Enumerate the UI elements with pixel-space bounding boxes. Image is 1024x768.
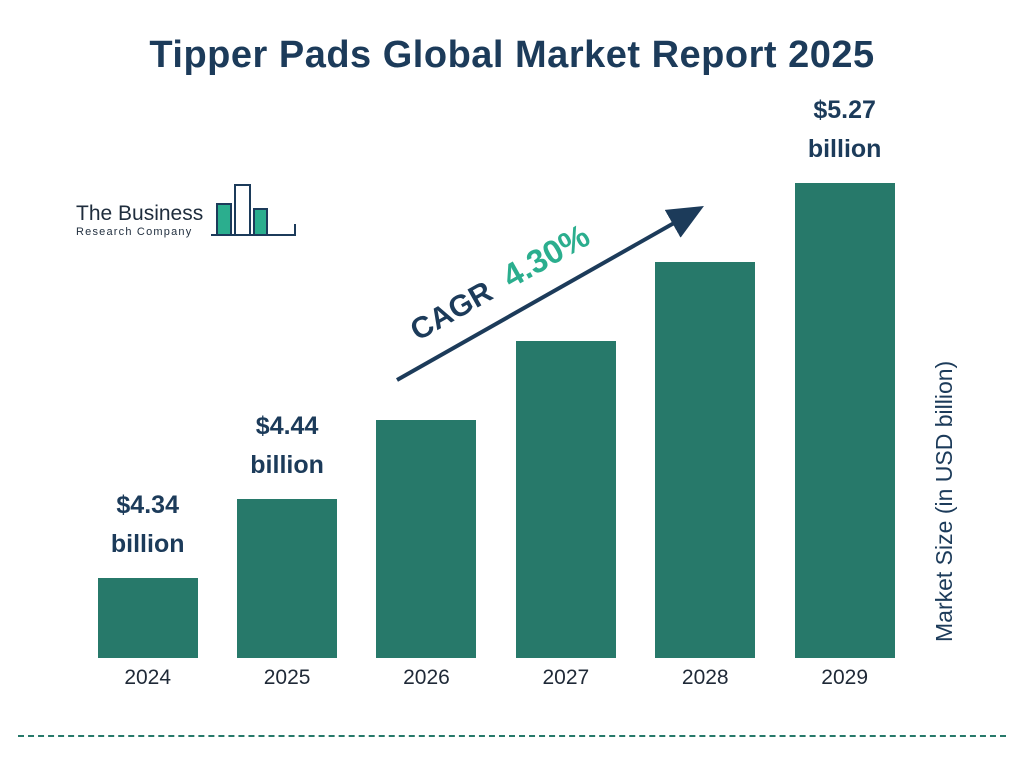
- logo-text-line2: Research Company: [76, 226, 193, 238]
- x-axis-tick-2026: 2026: [403, 666, 450, 689]
- cagr-label: CAGR: [405, 275, 498, 347]
- bar-2029: [794, 183, 895, 658]
- company-logo: The Business Research Company: [76, 180, 301, 246]
- bar-column-2026: [357, 420, 496, 658]
- bar-column-2025: $4.44 billion: [217, 407, 356, 658]
- cagr-growth-arrow: CAGR 4.30%: [396, 206, 704, 382]
- bar-2027: [515, 341, 616, 658]
- bar-value-label-2024: $4.34 billion: [110, 491, 185, 558]
- bar-column-2027: [496, 341, 635, 658]
- bar-chart: $4.34 billion $4.44 billion $5.27 billion: [78, 91, 914, 658]
- bar-2026: [376, 420, 477, 658]
- x-axis-tick-2029: 2029: [821, 666, 868, 689]
- logo-bars-icon: [211, 184, 297, 236]
- bar-2024: [97, 578, 198, 658]
- y-axis-label: Market Size (in USD billion): [931, 360, 957, 642]
- bar-2028: [655, 262, 756, 658]
- bar-value-label-2025: $4.44 billion: [250, 412, 324, 479]
- x-axis: 2024 2025 2026 2027 2028 2029: [78, 666, 914, 690]
- x-axis-tick-2027: 2027: [542, 666, 590, 689]
- logo-text: The Business Research Company: [76, 202, 203, 246]
- bar-2025: [237, 499, 338, 658]
- bar-value-label-2029: $5.27 billion: [807, 96, 882, 163]
- page-title: Tipper Pads Global Market Report 2025: [149, 34, 875, 76]
- x-axis-tick-2024: 2024: [124, 666, 172, 689]
- x-axis-tick-2025: 2025: [263, 666, 311, 689]
- logo-text-line1: The Business: [76, 202, 204, 225]
- bar-column-2029: $5.27 billion: [775, 91, 914, 658]
- cagr-value: 4.30%: [496, 217, 596, 295]
- bar-column-2024: $4.34 billion: [78, 486, 217, 658]
- footer-dashed-line: [18, 735, 1006, 737]
- x-axis-tick-2028: 2028: [681, 666, 729, 689]
- bar-column-2028: [636, 262, 775, 658]
